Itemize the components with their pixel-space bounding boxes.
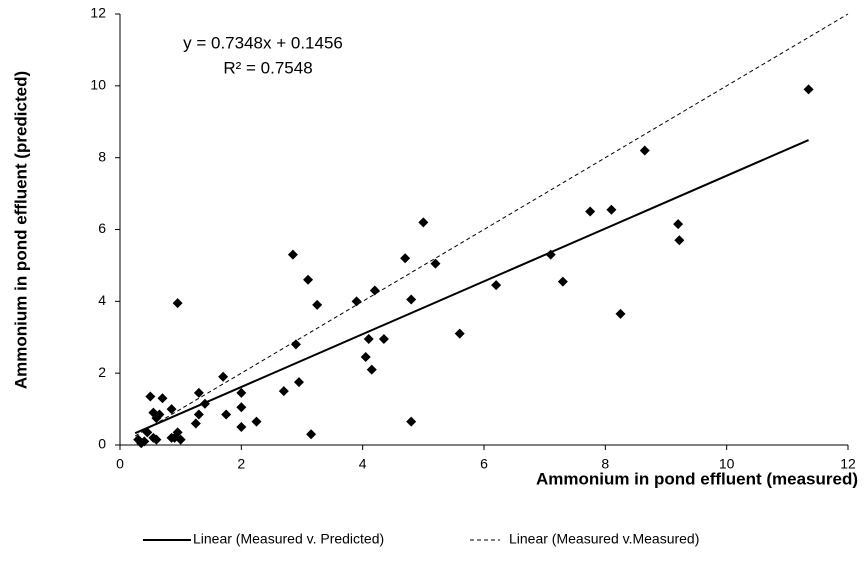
point (157, 393, 168, 404)
point (139, 436, 150, 447)
point (221, 409, 232, 420)
point (303, 274, 314, 285)
x-tick-label: 12 (840, 456, 856, 472)
point (491, 280, 502, 291)
point (193, 409, 204, 420)
point (312, 299, 323, 310)
y-tick-label: 8 (98, 148, 106, 164)
point (585, 206, 596, 217)
point (175, 434, 186, 445)
trend-line (134, 13, 849, 437)
point (142, 427, 153, 438)
point (639, 145, 650, 156)
point (615, 308, 626, 319)
point (151, 413, 162, 424)
legend-label: Linear (Measured v.Measured) (509, 531, 699, 547)
point (306, 429, 317, 440)
point (406, 294, 417, 305)
point (236, 402, 247, 413)
point (674, 235, 685, 246)
point (218, 371, 229, 382)
x-tick-label: 6 (480, 456, 488, 472)
trend-line (134, 139, 809, 435)
point (193, 387, 204, 398)
point (166, 432, 177, 443)
point (151, 434, 162, 445)
point (545, 249, 556, 260)
x-axis-label: Ammonium in pond effluent (measured) (536, 469, 858, 488)
x-tick-label: 4 (359, 456, 367, 472)
point (287, 249, 298, 260)
y-tick-label: 12 (90, 5, 106, 21)
y-tick-label: 0 (98, 436, 106, 452)
point (145, 391, 156, 402)
point (406, 416, 417, 427)
point (360, 352, 371, 363)
point (251, 416, 262, 427)
point (400, 253, 411, 264)
y-tick-label: 4 (98, 292, 106, 308)
x-tick-label: 0 (116, 456, 124, 472)
point (803, 84, 814, 95)
point (606, 204, 617, 215)
point (351, 296, 362, 307)
point (293, 377, 304, 388)
point (378, 334, 389, 345)
point (278, 386, 289, 397)
point (166, 404, 177, 415)
point (172, 298, 183, 309)
x-tick-label: 10 (719, 456, 735, 472)
y-tick-label: 2 (98, 364, 106, 380)
legend-label: Linear (Measured v. Predicted) (193, 531, 384, 547)
point (366, 364, 377, 375)
point (430, 258, 441, 269)
point (369, 285, 380, 296)
r-squared: R² = 0.7548 (223, 58, 312, 77)
point (236, 387, 247, 398)
point (418, 217, 429, 228)
point (673, 219, 684, 230)
x-tick-label: 2 (237, 456, 245, 472)
y-axis-label: Ammonium in pond effluent (predicted) (11, 71, 30, 389)
point (190, 418, 201, 429)
point (236, 422, 247, 433)
y-tick-label: 10 (90, 77, 106, 93)
point (454, 328, 465, 339)
point (557, 276, 568, 287)
point (363, 334, 374, 345)
y-tick-label: 6 (98, 220, 106, 236)
point (290, 339, 301, 350)
point (172, 427, 183, 438)
point (199, 398, 210, 409)
x-tick-label: 8 (601, 456, 609, 472)
equation: y = 0.7348x + 0.1456 (183, 33, 343, 52)
